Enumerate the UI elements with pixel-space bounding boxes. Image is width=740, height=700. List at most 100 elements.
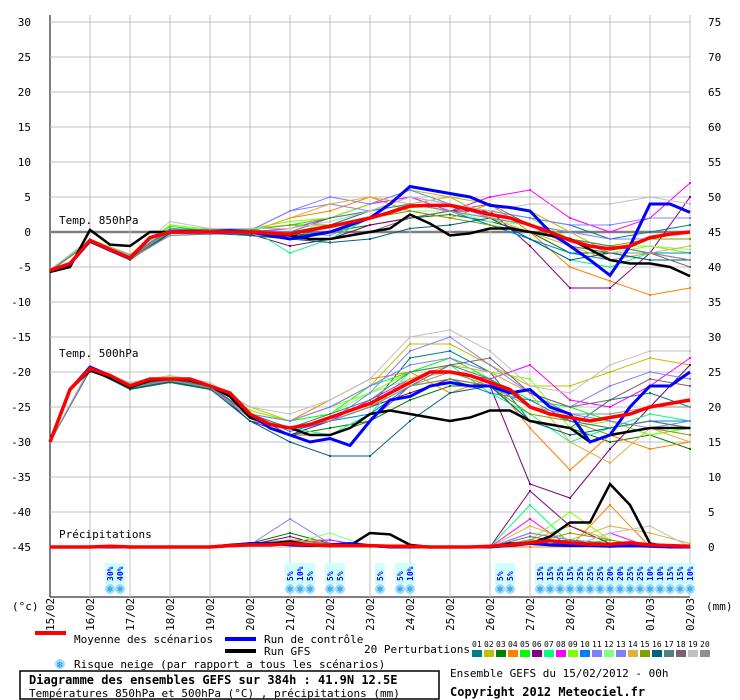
snow-label-bg <box>325 563 335 584</box>
date-label: 25/02 <box>444 598 457 631</box>
snowflake-icon <box>295 584 305 594</box>
snowflake-icon <box>615 584 625 594</box>
snow-label-bg <box>395 563 405 584</box>
snow-risk-label: 5% <box>396 571 405 581</box>
perturbation-point <box>409 210 411 212</box>
perturbation-point <box>569 287 571 289</box>
snowflake-glyph: ❄ <box>627 585 633 595</box>
perturbation-point <box>289 252 291 254</box>
perturbation-point <box>609 280 611 282</box>
ensemble-mean-t500 <box>48 366 691 443</box>
perturbation-point <box>409 392 411 394</box>
snow-label-bg <box>665 563 675 584</box>
date-label: 28/02 <box>564 598 577 631</box>
perturbation-number: 04 <box>508 640 518 649</box>
perturbation-point <box>449 213 451 216</box>
perturbation-point <box>689 434 691 436</box>
perturbation-point <box>609 406 611 408</box>
perturbation-point <box>169 380 171 383</box>
perturbation-point <box>449 364 451 366</box>
perturbation-point <box>449 196 451 198</box>
perturbation-point <box>609 203 611 205</box>
perturbation-point <box>489 210 491 212</box>
perturbation-swatch-02 <box>484 650 494 657</box>
snow-label-bg <box>645 563 655 584</box>
perturbation-point <box>649 259 651 261</box>
perturbation-number: 12 <box>604 640 614 649</box>
left-tick-label: 30 <box>18 16 31 29</box>
perturbation-point <box>649 231 651 233</box>
perturbation-point <box>289 539 291 541</box>
perturbation-point <box>649 294 651 296</box>
perturbation-point <box>289 532 291 534</box>
snowflake-icon <box>635 584 645 594</box>
perturbation-swatch-07 <box>544 650 554 657</box>
x-axis-date-labels: 15/02 16/02 17/02 18/02 19/02 20/02 21/02 22/02… <box>44 598 697 631</box>
snowflake-glyph: ❄ <box>597 585 603 595</box>
snow-risk-label: 30% <box>106 566 115 581</box>
left-tick-label: -5 <box>18 261 31 274</box>
snowflake-icon <box>665 584 675 594</box>
perturbation-point <box>609 231 611 233</box>
perturbation-point <box>609 420 611 422</box>
left-tick-label: -20 <box>11 366 31 379</box>
date-label: 01/03 <box>644 598 657 631</box>
perturbation-point <box>329 420 331 422</box>
perturbation-point <box>329 241 331 244</box>
snowflake-icon <box>655 584 665 594</box>
perturbation-swatch-03 <box>496 650 506 657</box>
perturbation-point <box>209 387 211 390</box>
perturbation-point <box>569 217 571 219</box>
perturbation-number: 10 <box>580 640 590 649</box>
snow-risk-label: 25% <box>576 566 585 581</box>
snow-risk-label: 20% <box>606 566 615 581</box>
perturbation-point <box>689 287 691 289</box>
snowflake-icon <box>535 584 545 594</box>
perturbation-point <box>369 406 371 408</box>
snow-risk-label: 15% <box>546 566 555 581</box>
snow-risk-label: 25% <box>596 566 605 581</box>
perturbation-point <box>649 252 651 254</box>
snow-label-bg <box>675 563 685 584</box>
perturbation-point <box>609 399 611 401</box>
perturbation-point <box>329 210 331 212</box>
perturbation-point <box>569 385 571 387</box>
perturbation-point <box>169 227 171 230</box>
perturbation-point <box>569 420 571 422</box>
perturbation-point <box>369 385 371 387</box>
snowflake-glyph: ❄ <box>297 585 303 595</box>
perturbation-point <box>529 546 531 548</box>
perturbation-point <box>689 203 691 205</box>
perturbation-point <box>289 227 291 230</box>
perturbation-point <box>529 245 531 247</box>
snowflake-glyph: ❄ <box>537 585 543 595</box>
snow-label-bg <box>685 563 695 584</box>
perturbation-point <box>569 532 571 534</box>
perturbation-point <box>169 225 171 228</box>
perturbation-point <box>409 350 411 352</box>
perturbation-point <box>289 441 291 443</box>
perturbation-point <box>569 525 571 527</box>
perturbation-point <box>609 266 611 268</box>
perturbation-point <box>569 539 571 541</box>
snowflake-icon <box>585 584 595 594</box>
perturbation-point <box>329 532 331 534</box>
perturbation-point <box>569 203 571 205</box>
snow-risk-label: 10% <box>646 566 655 581</box>
perturbation-point <box>409 203 411 205</box>
snowflake-glyph: ❄ <box>307 585 313 595</box>
perturbation-point <box>249 227 251 230</box>
label-precip: Précipitations <box>59 528 152 541</box>
perturbation-point <box>649 525 651 527</box>
left-tick-label: 25 <box>18 51 31 64</box>
perturbation-point <box>609 238 611 240</box>
snowflake-icon <box>555 584 565 594</box>
perturbation-point <box>529 238 531 240</box>
snowflake-icon <box>595 584 605 594</box>
perturbation-number: 14 <box>628 640 638 649</box>
left-tick-label: -45 <box>11 541 31 554</box>
snowflake-icon <box>325 584 335 594</box>
snow-risk-label: 15% <box>676 566 685 581</box>
grid <box>49 15 691 598</box>
perturbation-number: 13 <box>616 640 626 649</box>
